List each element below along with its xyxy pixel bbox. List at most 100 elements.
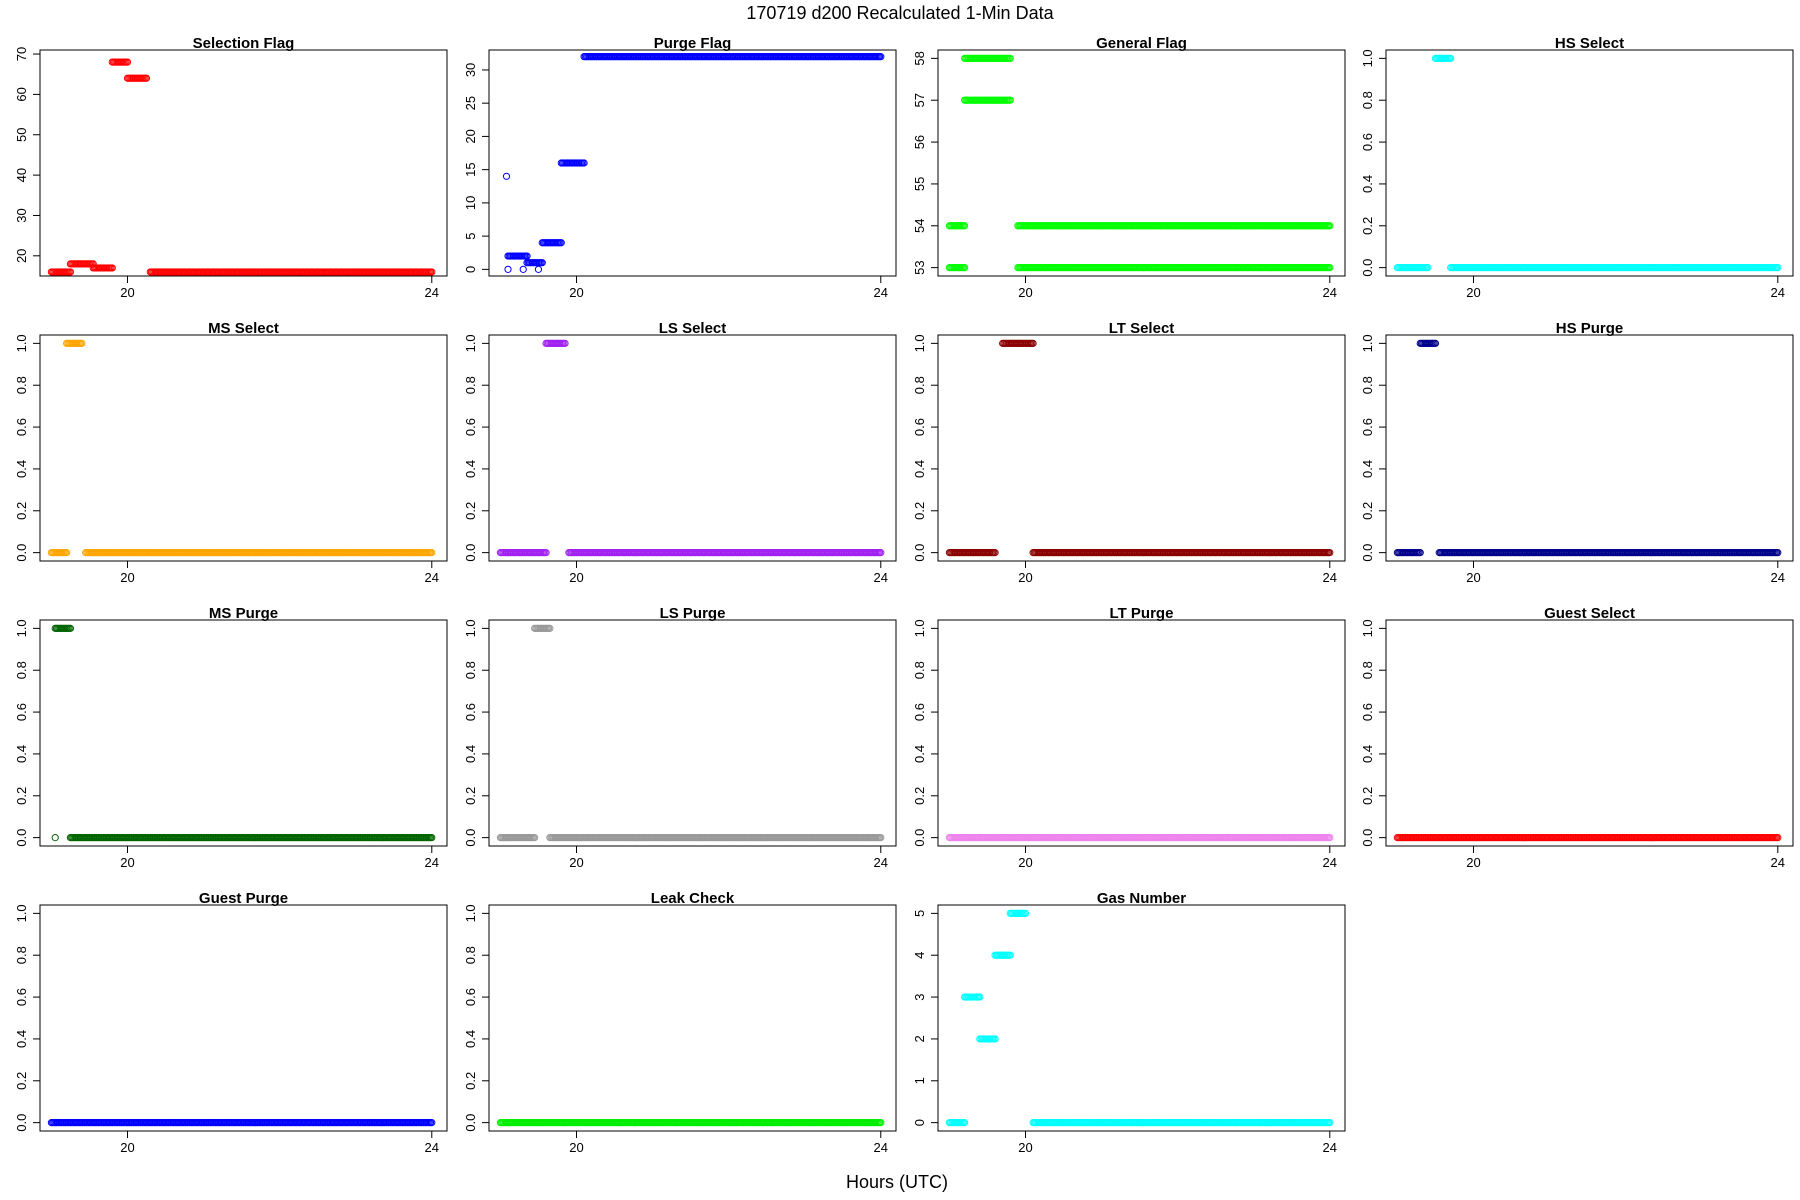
data-point	[63, 549, 71, 557]
x-tick-label: 24	[425, 285, 439, 300]
y-tick-label: 0.0	[463, 544, 478, 562]
data-point	[504, 265, 512, 273]
data-point	[51, 834, 59, 842]
y-tick-label: 0.0	[1360, 259, 1375, 277]
x-tick-label: 24	[1771, 855, 1785, 870]
plot-frame	[488, 904, 897, 1132]
panel-title: Gas Number	[1097, 890, 1186, 907]
data-point	[519, 265, 527, 273]
plot-frame	[488, 619, 897, 847]
y-tick-label: 0.6	[14, 703, 29, 721]
x-tick-label: 20	[569, 285, 583, 300]
data-series	[1393, 339, 1782, 557]
panel-title: LT Purge	[1110, 605, 1174, 622]
y-tick-label: 25	[463, 96, 478, 110]
y-tick-label: 0.2	[463, 787, 478, 805]
data-point	[877, 53, 885, 61]
y-tick-label: 0.8	[912, 661, 927, 679]
y-tick-label: 0.6	[463, 988, 478, 1006]
y-tick-label: 55	[912, 177, 927, 191]
x-tick-label: 20	[569, 1140, 583, 1155]
data-point	[546, 624, 554, 632]
y-tick-label: 0.6	[1360, 703, 1375, 721]
y-tick-label: 0.0	[912, 544, 927, 562]
data-point	[66, 624, 75, 632]
y-tick-label: 2	[912, 1035, 927, 1042]
y-tick-label: 0.8	[463, 376, 478, 394]
x-tick-label: 20	[1466, 855, 1480, 870]
y-tick-label: 1.0	[1360, 619, 1375, 637]
y-tick-label: 0	[912, 1119, 927, 1126]
y-tick-label: 4	[912, 952, 927, 959]
y-tick-label: 60	[14, 87, 29, 101]
y-tick-label: 1.0	[1360, 49, 1375, 67]
panel-title: Selection Flag	[193, 35, 295, 52]
y-tick-label: 58	[912, 51, 927, 65]
plot-frame	[937, 619, 1346, 847]
panel-title: HS Purge	[1556, 320, 1624, 337]
y-tick-label: 10	[463, 196, 478, 210]
data-point	[877, 549, 885, 557]
y-tick-label: 54	[912, 219, 927, 233]
panel-title: Guest Purge	[199, 890, 288, 907]
data-point	[1774, 264, 1782, 272]
panel-title: LT Select	[1109, 320, 1175, 337]
x-tick-label: 20	[1018, 285, 1032, 300]
data-series	[496, 339, 885, 557]
y-tick-label: 0.0	[912, 829, 927, 847]
y-tick-label: 0.4	[14, 1030, 29, 1048]
data-series	[47, 339, 436, 557]
y-tick-label: 1.0	[463, 904, 478, 922]
data-series	[47, 1119, 436, 1127]
x-tick-label: 24	[425, 570, 439, 585]
data-series	[496, 1119, 885, 1127]
y-tick-label: 5	[463, 233, 478, 240]
panel-title: Leak Check	[651, 890, 735, 907]
plot-frame	[39, 49, 448, 277]
y-tick-label: 0.4	[463, 745, 478, 763]
y-tick-label: 0.8	[912, 376, 927, 394]
data-point	[1006, 54, 1014, 62]
y-tick-label: 57	[912, 93, 927, 107]
data-point	[1416, 549, 1424, 557]
data-point	[502, 172, 511, 180]
panel-title: HS Select	[1555, 35, 1624, 52]
data-point	[580, 159, 588, 167]
x-tick-label: 20	[1018, 855, 1032, 870]
y-tick-label: 0.4	[14, 745, 29, 763]
y-tick-label: 0.2	[14, 787, 29, 805]
y-tick-label: 70	[14, 47, 29, 61]
y-tick-label: 0.2	[14, 502, 29, 520]
data-point	[428, 549, 436, 557]
y-tick-label: 1.0	[463, 334, 478, 352]
y-tick-label: 20	[14, 249, 29, 263]
y-tick-label: 0.6	[912, 703, 927, 721]
x-tick-label: 20	[1018, 570, 1032, 585]
y-tick-label: 0.6	[14, 418, 29, 436]
data-point	[534, 265, 543, 273]
y-tick-label: 0.2	[14, 1072, 29, 1090]
x-tick-label: 24	[425, 855, 439, 870]
plot-frame	[937, 334, 1346, 562]
data-point	[428, 834, 436, 842]
y-tick-label: 1.0	[463, 619, 478, 637]
data-point	[1326, 549, 1334, 557]
y-tick-label: 3	[912, 993, 927, 1000]
x-tick-label: 24	[1323, 285, 1337, 300]
y-tick-label: 0.4	[1360, 175, 1375, 193]
data-point	[123, 58, 132, 66]
data-series	[47, 58, 436, 276]
y-tick-label: 0.0	[463, 829, 478, 847]
y-tick-label: 1.0	[14, 334, 29, 352]
panel-title: Purge Flag	[654, 35, 732, 52]
figure-title: 170719 d200 Recalculated 1-Min Data	[746, 3, 1054, 23]
data-point	[1424, 264, 1432, 272]
y-tick-label: 0.6	[1360, 418, 1375, 436]
data-series	[1393, 54, 1782, 272]
